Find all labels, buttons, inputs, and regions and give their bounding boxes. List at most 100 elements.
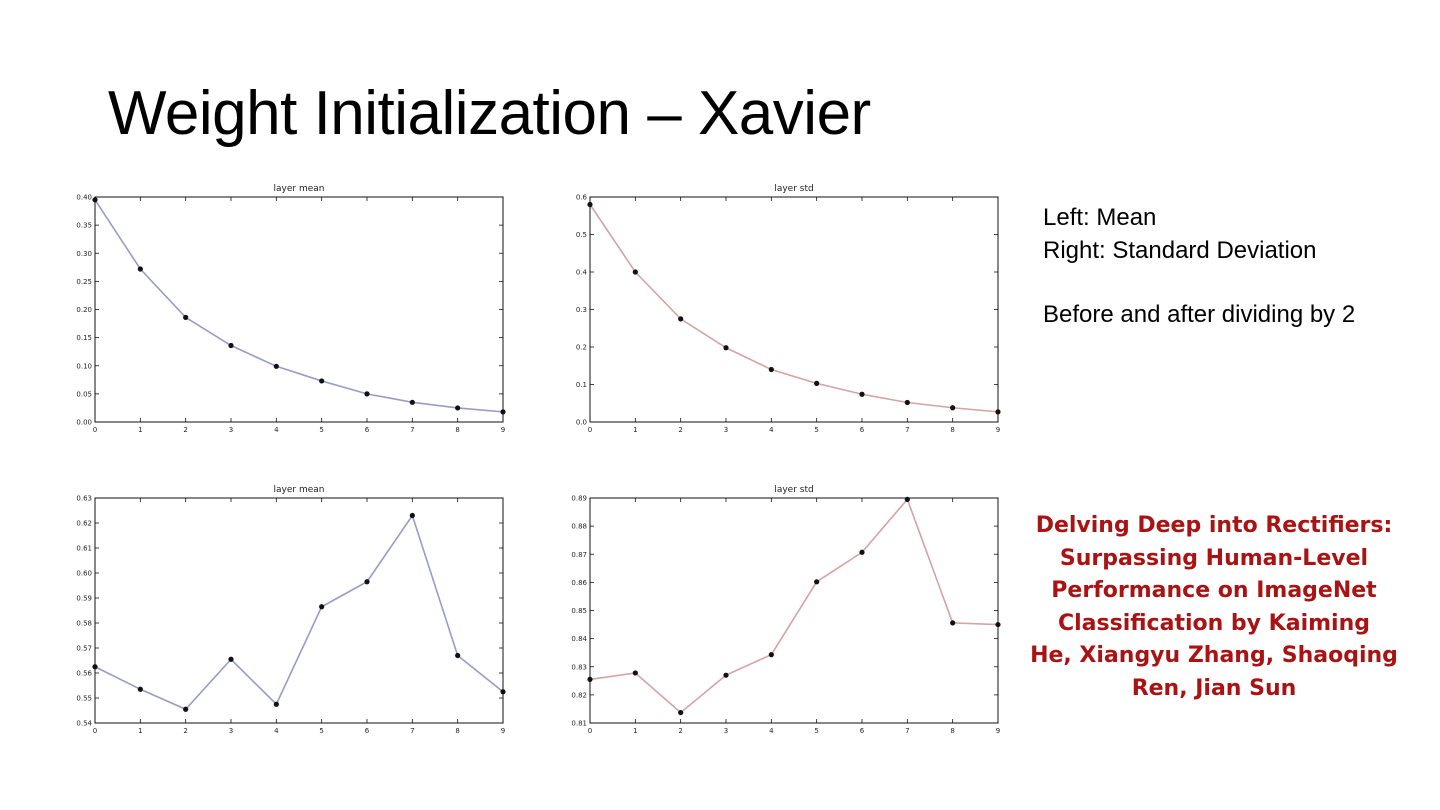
series-line: [94, 199, 504, 413]
y-tick-label: 0.30: [76, 250, 92, 258]
x-tick-label: 3: [229, 426, 233, 434]
y-tick-label: 0.05: [76, 390, 92, 398]
x-tick-label: 1: [633, 426, 637, 434]
data-point: [183, 706, 189, 712]
x-tick-label: 6: [365, 426, 370, 434]
notes: Left: Mean Right: Standard Deviation Bef…: [1043, 201, 1355, 331]
data-point: [500, 409, 506, 415]
x-tick-label: 4: [274, 426, 279, 434]
y-tick-label: 0.25: [76, 278, 92, 286]
data-point: [723, 345, 729, 351]
data-point: [409, 399, 415, 405]
y-tick-label: 0.15: [76, 334, 92, 342]
y-tick-label: 0.54: [76, 720, 92, 728]
x-tick-label: 4: [769, 426, 774, 434]
y-tick-label: 0.87: [571, 551, 587, 559]
y-tick-label: 0.82: [571, 691, 587, 699]
note-left: Left: Mean: [1043, 204, 1157, 231]
chart-top-right-layer-std: layer std 0.0 0.1 0.2 0.3 0.4 0.5 0.6 0 1 2 3 4 5 6 7 8 9: [535, 180, 1005, 437]
data-point: [409, 512, 415, 519]
data-point: [364, 579, 370, 585]
chart-title: layer std: [774, 485, 813, 495]
x-tick-label: 8: [950, 426, 954, 434]
series-line: [94, 513, 504, 711]
y-tick-label: 0.0: [576, 419, 587, 427]
x-tick-label: 2: [678, 426, 682, 434]
x-tick-label: 0: [93, 727, 97, 735]
data-point: [273, 701, 279, 707]
plot-frame: [94, 497, 504, 724]
y-tick-label: 0.00: [76, 419, 92, 427]
x-tick-label: 4: [769, 727, 774, 735]
plot-frame: [589, 196, 999, 423]
plot-frame: [589, 497, 999, 724]
plot-frame: [94, 196, 504, 423]
series-line: [589, 204, 999, 413]
x-tick-label: 2: [183, 426, 187, 434]
x-tick-label: 5: [814, 727, 818, 735]
x-tick-label: 0: [93, 426, 97, 434]
citation-line: Delving Deep into Rectifiers:: [1035, 513, 1393, 538]
citation-line: He, Xiangyu Zhang, Shaoqing: [1030, 643, 1398, 668]
x-tick-label: 5: [319, 426, 323, 434]
y-tick-label: 0.3: [576, 306, 587, 314]
y-tick-label: 0.84: [571, 635, 587, 643]
data-point: [768, 652, 774, 658]
data-point: [92, 197, 98, 203]
y-tick-label: 0.56: [76, 670, 92, 678]
data-point: [319, 604, 325, 610]
y-tick-label: 0.81: [571, 720, 587, 728]
data-point: [950, 405, 956, 411]
x-tick-label: 7: [905, 426, 909, 434]
x-tick-label: 0: [588, 426, 592, 434]
chart-title: layer mean: [274, 485, 325, 495]
y-tick-label: 0.57: [76, 645, 92, 653]
data-point: [950, 620, 956, 626]
citation-line: Classification by Kaiming: [1057, 610, 1370, 636]
y-tick-label: 0.83: [571, 663, 587, 671]
chart-svg: layer mean 0.00 0.05 0.10 0.15 0.20 0.25 0.30 0.…: [76, 184, 506, 434]
data-point: [587, 201, 593, 208]
x-tick-label: 6: [365, 727, 370, 735]
data-point: [632, 269, 638, 275]
data-point: [859, 549, 865, 555]
data-point: [92, 664, 98, 670]
x-tick-label: 9: [501, 426, 505, 434]
data-point: [678, 316, 684, 322]
x-tick-label: 2: [678, 727, 682, 735]
y-tick-label: 0.40: [76, 194, 92, 202]
citation-line: Ren, Jian Sun: [1131, 675, 1297, 701]
y-tick-label: 0.55: [76, 695, 92, 703]
y-tick-label: 0.61: [76, 545, 92, 553]
x-tick-label: 6: [860, 727, 865, 735]
x-tick-label: 8: [455, 426, 459, 434]
data-point: [364, 391, 370, 397]
chart-title: layer mean: [274, 184, 325, 194]
y-tick-label: 0.85: [571, 607, 587, 615]
citation-line: Surpassing Human-Level: [1059, 545, 1369, 571]
y-tick-label: 0.59: [76, 595, 92, 603]
data-point: [137, 686, 143, 692]
chart-svg: layer std 0.0 0.1 0.2 0.3 0.4 0.5 0.6 0 1 2 3 4 5 6 7 8 9: [576, 184, 1001, 434]
x-tick-label: 4: [274, 727, 279, 735]
y-tick-label: 0.4: [576, 269, 588, 277]
y-tick-label: 0.10: [76, 362, 92, 370]
x-tick-label: 1: [633, 727, 637, 735]
y-tick-label: 0.63: [76, 495, 92, 503]
data-point: [500, 689, 506, 695]
x-tick-label: 8: [455, 727, 459, 735]
data-point: [859, 391, 865, 397]
x-tick-label: 1: [138, 727, 142, 735]
x-tick-label: 7: [410, 727, 414, 735]
slide-title: Weight Initialization – Xavier: [108, 79, 871, 148]
chart-top-left-layer-mean: layer mean 0.00 0.05 0.10 0.15 0.20 0.25 0.30 0.…: [40, 180, 510, 437]
citation-line: Performance on ImageNet: [1051, 578, 1377, 603]
data-point: [814, 380, 820, 386]
y-tick-label: 0.5: [576, 231, 587, 239]
y-tick-label: 0.89: [571, 495, 587, 503]
y-tick-label: 0.2: [576, 344, 587, 352]
x-tick-label: 9: [996, 426, 1000, 434]
data-point: [183, 314, 189, 320]
data-point: [995, 409, 1001, 415]
note-before-after: Before and after dividing by 2: [1043, 301, 1356, 328]
